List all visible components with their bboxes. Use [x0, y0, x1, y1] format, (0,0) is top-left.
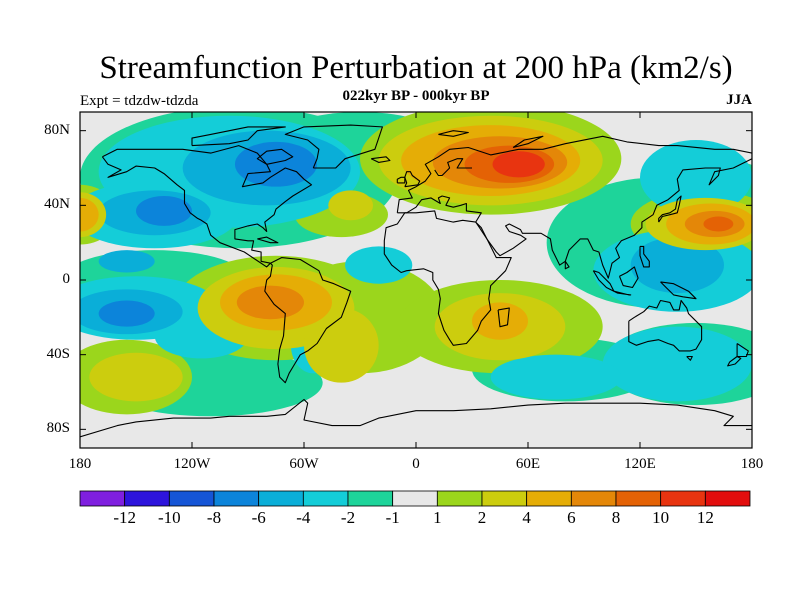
coastline [396, 176, 406, 184]
coastline [434, 158, 472, 177]
contour-region [640, 140, 752, 215]
season-label: JJA [726, 92, 752, 108]
experiment-label: Expt = tdzdw-tdzda [80, 93, 199, 109]
coastline [658, 195, 682, 223]
y-tick-label: 0 [62, 271, 71, 287]
coastline [497, 307, 510, 328]
contour-region [492, 151, 545, 178]
contour-region [236, 285, 304, 320]
y-tick-label: 80N [44, 121, 70, 138]
colorbar-label: -4 [296, 508, 311, 527]
colorbar-label: -2 [340, 508, 356, 527]
x-tick-label: 0 [412, 456, 420, 472]
colorbar [79, 490, 751, 507]
coastline [564, 260, 570, 270]
coastline [736, 343, 749, 358]
colorbar-swatch [124, 490, 170, 507]
colorbar-swatch [481, 490, 528, 507]
coastline [383, 210, 512, 346]
coastline [727, 356, 742, 367]
contour-region [98, 250, 155, 273]
contour-region [328, 190, 374, 221]
colorbar-label: 6 [567, 508, 576, 527]
x-tick-label: 180 [68, 456, 92, 472]
colorbar-label: 10 [652, 508, 670, 527]
colorbar-label: 12 [696, 508, 714, 527]
contour-region [630, 237, 724, 294]
coastline [370, 156, 391, 163]
y-tick-label: 80S [46, 420, 70, 437]
colorbar-swatch [168, 490, 215, 507]
coastline [613, 290, 632, 296]
colorbar-swatch [660, 490, 706, 507]
x-tick-label: 60E [515, 456, 541, 472]
colorbar-label: 4 [522, 508, 531, 527]
colorbar-label: 2 [477, 508, 487, 527]
coastline [191, 126, 286, 147]
contour-region [703, 216, 734, 232]
y-tick-label: 40S [46, 345, 70, 362]
chart-title: Streamfunction Perturbation at 200 hPa (… [99, 50, 733, 86]
coastline [396, 135, 752, 279]
contour-region [345, 246, 413, 284]
contour-region [136, 196, 192, 226]
colorbar-swatch [79, 490, 126, 507]
colorbar-label: -10 [157, 508, 181, 527]
x-tick-label: 180 [740, 456, 764, 472]
contour-region [89, 352, 183, 402]
coastline [618, 266, 639, 289]
colorbar-swatch [704, 490, 751, 507]
x-tick-label: 120W [173, 456, 211, 472]
contour-region [602, 326, 752, 402]
colorbar-label: 1 [433, 508, 442, 527]
colorbar-swatch [302, 490, 349, 507]
colorbar-label: -6 [251, 508, 266, 527]
x-tick-label: 60W [289, 456, 319, 472]
coastline [628, 299, 703, 352]
chart-subtitle: 022kyr BP - 000kyr BP [342, 88, 490, 104]
coastline [512, 135, 544, 149]
coastline [257, 236, 279, 244]
colorbar-label: -8 [206, 508, 222, 527]
coastline [639, 245, 650, 268]
colorbar-swatch [436, 490, 483, 507]
coastline [256, 148, 294, 165]
colorbar-swatch [615, 490, 662, 507]
coastline [660, 281, 697, 300]
colorbar-swatch [347, 490, 394, 507]
coastlines [80, 124, 752, 438]
colorbar-swatch [258, 490, 304, 507]
coastline [438, 130, 469, 137]
contour-field [80, 112, 752, 448]
contour-region [98, 300, 155, 327]
y-tick-label: 40N [44, 196, 70, 213]
colorbar-swatch [570, 490, 617, 507]
contour-region [80, 197, 99, 232]
coastline [101, 145, 313, 268]
colorbar-swatch [392, 490, 438, 507]
x-tick-label: 120E [624, 456, 656, 472]
contour-region [472, 302, 528, 340]
colorbar-label: -1 [385, 508, 400, 527]
colorbar-swatch [526, 490, 572, 507]
coastline [404, 171, 421, 188]
coastline [264, 257, 352, 384]
coastline [284, 124, 383, 169]
axis-ticks [79, 112, 753, 448]
contour-region [234, 141, 318, 187]
contour-region [304, 308, 379, 383]
coastline [686, 355, 693, 361]
colorbar-swatch [213, 490, 260, 507]
contour-region [490, 354, 622, 400]
colorbar-label: -12 [113, 508, 136, 527]
colorbar-label: 8 [611, 508, 621, 527]
coastline [80, 398, 752, 438]
